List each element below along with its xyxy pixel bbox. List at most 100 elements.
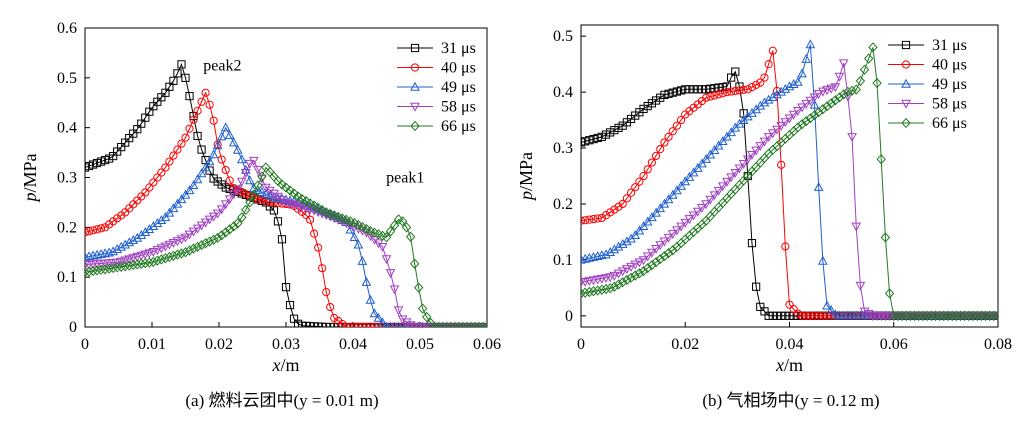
series-marker <box>177 139 186 148</box>
series-marker <box>584 286 595 298</box>
series-marker <box>389 220 400 231</box>
series-marker <box>822 311 832 320</box>
series-marker <box>663 233 674 243</box>
y-tick-label: 0.2 <box>553 196 573 213</box>
series-marker <box>112 244 122 253</box>
legend-item: 58 μs <box>888 96 967 113</box>
series-marker <box>96 224 106 233</box>
series-marker <box>759 137 770 147</box>
series-marker <box>826 84 837 94</box>
series-marker <box>859 64 870 75</box>
series-marker <box>718 82 727 92</box>
series-marker <box>180 189 191 199</box>
series-marker <box>789 305 798 314</box>
series-marker <box>253 180 263 191</box>
series-marker <box>397 315 408 325</box>
series-marker <box>132 259 142 270</box>
y-axis-label: p/MPa <box>516 152 536 202</box>
series-marker <box>617 267 628 277</box>
series-marker <box>204 236 215 247</box>
series-marker <box>140 258 150 269</box>
series-marker <box>422 311 432 323</box>
series-marker <box>626 272 636 283</box>
series-marker <box>354 322 363 327</box>
y-axis-unit: /MPa <box>20 153 40 192</box>
series-marker <box>651 207 661 217</box>
y-tick-label: 0.1 <box>57 269 77 286</box>
series-marker <box>297 193 307 205</box>
series-marker <box>357 255 368 265</box>
series-marker <box>581 277 591 287</box>
series-marker <box>232 144 243 154</box>
series-marker <box>593 214 602 223</box>
legend-item: 66 μs <box>888 115 967 132</box>
series-marker <box>353 239 364 249</box>
x-tick-label: 0.02 <box>205 336 233 353</box>
series-marker <box>697 203 707 213</box>
series-marker <box>722 131 732 141</box>
series-marker <box>245 197 255 208</box>
series-marker <box>204 156 215 166</box>
series-marker <box>309 200 319 211</box>
series-marker <box>797 119 807 130</box>
series-marker <box>96 264 106 275</box>
series-marker <box>964 310 974 321</box>
series-marker <box>140 227 151 237</box>
series-marker <box>116 261 126 272</box>
series-marker <box>188 227 199 237</box>
series-marker <box>705 195 716 205</box>
series-marker <box>788 79 799 88</box>
series-marker <box>358 322 367 327</box>
series-marker <box>88 265 98 277</box>
series-marker <box>752 282 761 291</box>
series-marker <box>672 121 682 130</box>
legend-marker <box>410 102 420 112</box>
series-marker <box>660 90 669 100</box>
series-marker <box>647 212 657 222</box>
series-marker <box>634 225 645 235</box>
series-marker <box>688 167 699 177</box>
series-marker <box>667 230 678 240</box>
series-marker <box>601 130 611 139</box>
series-marker <box>676 115 686 125</box>
series-marker <box>859 307 870 317</box>
series-marker <box>706 92 715 101</box>
series-marker <box>285 199 295 209</box>
series-marker <box>144 257 154 268</box>
series-marker <box>830 95 841 106</box>
series-marker <box>185 92 194 101</box>
series-marker <box>305 198 315 209</box>
series-marker <box>647 259 657 271</box>
series-marker <box>188 180 199 190</box>
y-tick-label: 0.4 <box>57 120 77 137</box>
series-marker <box>659 237 670 247</box>
series-marker <box>88 226 98 235</box>
x-axis-label: x/m <box>775 355 803 375</box>
series-marker <box>201 88 210 97</box>
series-marker <box>592 275 603 285</box>
series-marker <box>108 262 118 274</box>
series-marker <box>613 241 624 251</box>
series-marker <box>752 80 761 89</box>
series-marker <box>613 279 624 290</box>
series-marker <box>244 159 255 169</box>
series-marker <box>277 195 287 205</box>
series-marker <box>588 276 599 286</box>
series-marker <box>947 310 957 321</box>
series-marker <box>781 311 790 320</box>
series-marker <box>241 204 251 216</box>
legend-item: 31 μs <box>888 37 967 54</box>
series-marker <box>751 146 761 156</box>
series-marker <box>220 122 231 132</box>
series-marker <box>680 176 691 186</box>
legend: 31 μs 40 μs 49 μs 58 μs 66 μs <box>888 37 967 132</box>
series-marker <box>169 151 178 160</box>
series-marker <box>418 303 428 314</box>
series-marker <box>313 202 323 214</box>
series-marker <box>405 231 416 242</box>
series-marker <box>240 168 251 178</box>
series-marker <box>128 259 138 271</box>
series-marker <box>610 126 619 135</box>
series-marker <box>605 247 616 256</box>
series-marker <box>676 86 686 95</box>
